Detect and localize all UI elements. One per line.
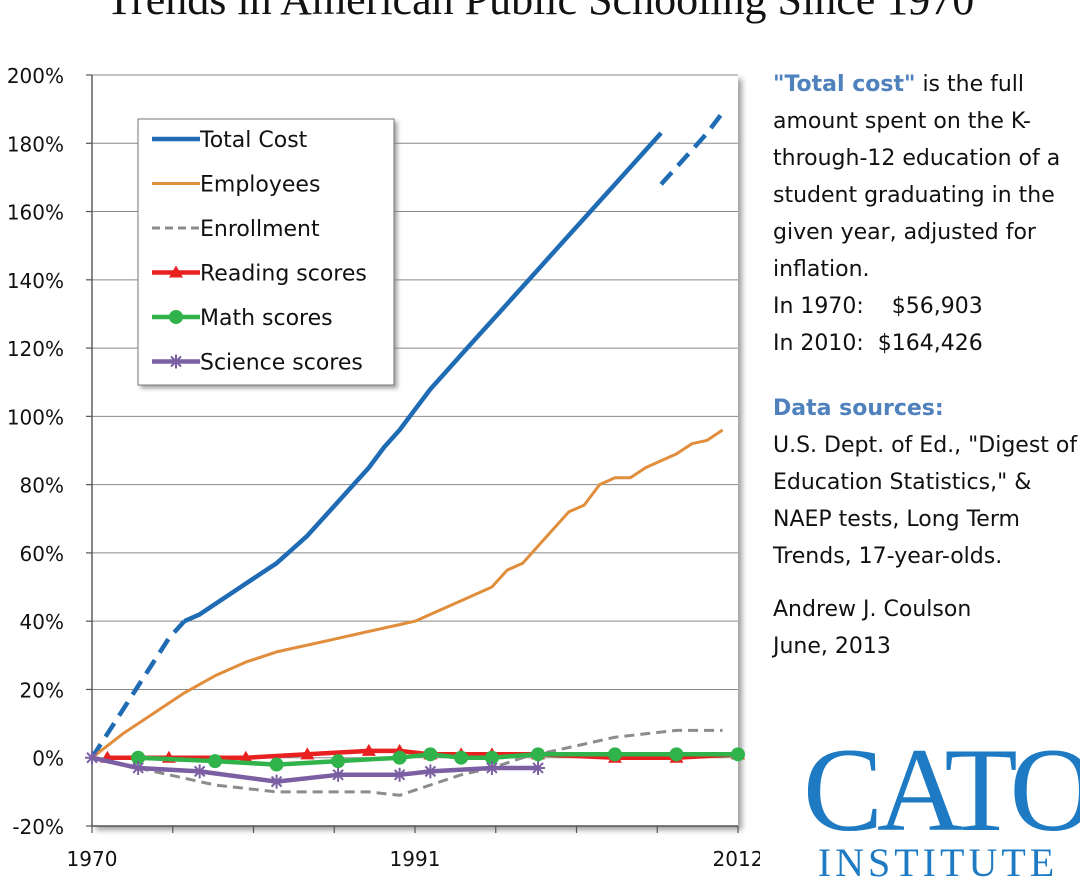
logo-word: CATO <box>803 723 1080 856</box>
data-point <box>269 774 284 789</box>
author-name: Andrew J. Coulson <box>773 597 972 622</box>
total-cost-line <box>659 111 725 186</box>
data-point <box>454 750 469 765</box>
legend-label-science-scores: Science scores <box>200 351 363 376</box>
y-tick-label: 40% <box>20 610 64 634</box>
data-point <box>169 354 183 369</box>
y-tick-label: 0% <box>32 747 64 771</box>
legend-label-reading-scores: Reading scores <box>200 262 367 287</box>
y-tick-label: 60% <box>20 542 64 566</box>
y-tick-label: 100% <box>7 405 64 429</box>
legend-label-math-scores: Math scores <box>200 306 333 331</box>
legend-label-employees: Employees <box>200 173 320 198</box>
data-point <box>169 265 183 278</box>
data-point <box>238 750 253 763</box>
y-tick-label: -20% <box>12 815 64 839</box>
data-sources-heading: Data sources: <box>773 396 944 421</box>
data-point <box>331 754 346 769</box>
total-cost-line <box>90 619 186 759</box>
data-point <box>531 747 546 762</box>
data-point <box>484 750 499 765</box>
y-tick-label: 160% <box>7 201 64 225</box>
y-tick-label: 120% <box>7 337 64 361</box>
enrollment-line <box>91 728 723 797</box>
chart-title: Trends in American Public Schooling Sinc… <box>0 0 1080 25</box>
data-point <box>361 743 376 756</box>
x-tick-label: 1970 <box>67 847 118 870</box>
logo-subword: INSTITUTE <box>817 840 1059 885</box>
data-point <box>169 310 183 324</box>
total-cost-line <box>183 131 663 624</box>
x-tick-label: 1991 <box>390 847 441 870</box>
y-tick-label: 140% <box>7 269 64 293</box>
y-tick-label: 80% <box>20 474 64 498</box>
cato-institute-logo: CATO INSTITUTE <box>803 723 1080 883</box>
data-point <box>269 757 284 772</box>
data-point <box>131 750 146 765</box>
legend-box <box>137 118 395 386</box>
data-point <box>192 764 207 779</box>
legend-label-total-cost: Total Cost <box>199 128 308 153</box>
legend-label-enrollment: Enrollment <box>200 217 320 242</box>
y-tick-label: 180% <box>7 132 64 156</box>
data-point <box>484 760 499 775</box>
data-point <box>607 747 622 762</box>
data-point <box>731 747 745 762</box>
x-tick-label: 2012 <box>713 847 760 870</box>
y-tick-label: 20% <box>20 678 64 702</box>
data-point <box>669 747 684 762</box>
line-chart: -20% 0% 20% 40% 60% 80% 100% 120% 140% 160% 180% 20… <box>7 64 760 870</box>
data-point <box>208 754 223 769</box>
data-point <box>300 747 315 760</box>
data-point <box>531 760 546 775</box>
data-point <box>392 750 407 765</box>
data-point <box>423 764 438 779</box>
total-cost-term: "Total cost" <box>773 72 916 97</box>
total-cost-description: is the full amount spent on the K-throug… <box>773 72 1061 282</box>
publish-date: June, 2013 <box>773 634 891 659</box>
data-sources-text: U.S. Dept. of Ed., "Digest of Education … <box>773 433 1078 569</box>
data-point <box>423 747 438 762</box>
cost-2010: In 2010: $164,426 <box>773 331 983 356</box>
data-point <box>85 750 99 765</box>
data-point <box>392 767 407 782</box>
total-cost-note: "Total cost" is the full amount spent on… <box>773 66 1078 288</box>
data-point <box>131 760 146 775</box>
side-notes: "Total cost" is the full amount spent on… <box>773 66 1078 665</box>
cost-1970: In 1970: $56,903 <box>773 294 983 319</box>
employees-line <box>91 428 724 759</box>
math-scores-line <box>138 752 738 767</box>
data-point <box>331 767 346 782</box>
y-tick-label: 200% <box>7 64 64 88</box>
